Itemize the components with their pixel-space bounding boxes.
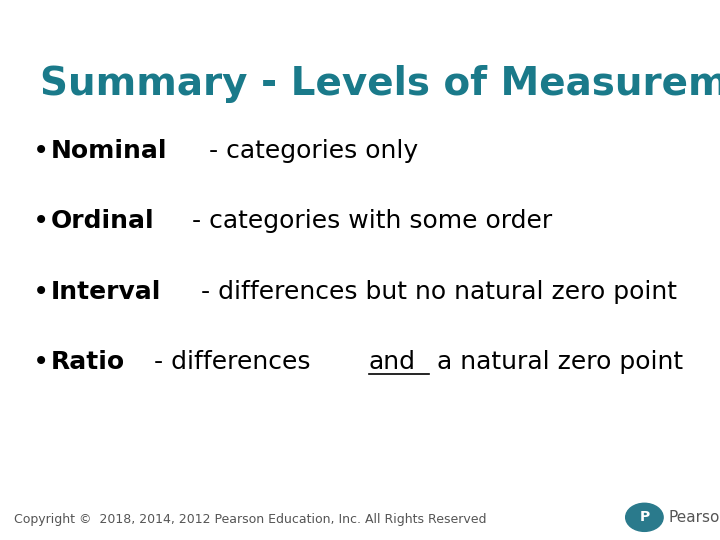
- Text: - categories only: - categories only: [201, 139, 418, 163]
- Text: P: P: [639, 510, 649, 524]
- Text: •: •: [32, 207, 49, 235]
- Circle shape: [626, 503, 663, 531]
- Text: - categories with some order: - categories with some order: [184, 210, 552, 233]
- Text: Summary - Levels of Measurement: Summary - Levels of Measurement: [40, 65, 720, 103]
- Text: •: •: [32, 278, 49, 306]
- Text: and: and: [369, 350, 415, 374]
- Text: Ratio: Ratio: [50, 350, 125, 374]
- Text: - differences: - differences: [146, 350, 318, 374]
- Text: Nominal: Nominal: [50, 139, 167, 163]
- Text: Ordinal: Ordinal: [50, 210, 154, 233]
- Text: Interval: Interval: [50, 280, 161, 303]
- Text: - differences but no natural zero point: - differences but no natural zero point: [193, 280, 677, 303]
- Text: •: •: [32, 137, 49, 165]
- Text: a natural zero point: a natural zero point: [429, 350, 683, 374]
- Text: •: •: [32, 348, 49, 376]
- Text: Copyright ©  2018, 2014, 2012 Pearson Education, Inc. All Rights Reserved: Copyright © 2018, 2014, 2012 Pearson Edu…: [14, 514, 487, 526]
- Text: Pearson: Pearson: [668, 510, 720, 525]
